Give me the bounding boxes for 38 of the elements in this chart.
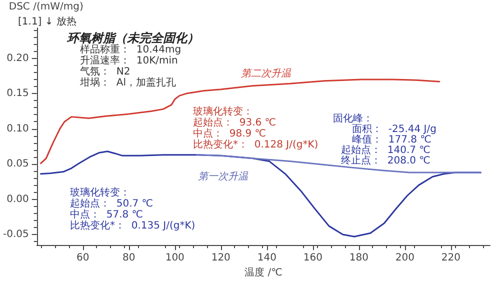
annotation: 固化峰： (333, 112, 373, 124)
annotation: 峰值： 177.8 ℃ (352, 134, 432, 146)
x-tick-label: 180 (349, 252, 368, 264)
y-tick-label: 0.10 (6, 123, 29, 134)
annotation: 第一次升温 (198, 170, 249, 182)
annotation: 样品称重： 10.44mg (80, 44, 182, 56)
y-tick-label: 0.05 (6, 158, 29, 170)
annotation: 起始点： 93.6 ℃ (193, 116, 276, 128)
annotation: 玻璃化转变： (70, 186, 130, 198)
x-tick-label: 220 (441, 252, 460, 264)
annotation: 玻璃化转变： (193, 106, 253, 118)
x-tick-label: 120 (211, 252, 230, 264)
x-axis-title: 温度 /℃ (244, 266, 282, 278)
x-tick-label: 200 (395, 252, 414, 264)
x-tick-label: 160 (303, 252, 322, 264)
y-tick-label: 0.15 (6, 88, 29, 100)
annotation: 起始点： 140.7 ℃ (341, 144, 430, 156)
x-tick-label: 60 (76, 252, 90, 264)
annotation: 中点： 57.8 ℃ (70, 208, 144, 220)
annotation: 坩埚： Al，加盖扎孔 (79, 76, 176, 88)
x-tick-label: 100 (165, 252, 184, 264)
annotation: 比热变化*： 0.135 J/(g*K) (70, 220, 196, 232)
x-tick-label: 80 (122, 252, 136, 264)
y-tick-label: 0.20 (6, 52, 29, 64)
annotation: 气氛： N2 (80, 66, 130, 78)
annotation: 升温速率： 10K/min (80, 54, 178, 66)
y-tick-label: -0.05 (3, 229, 29, 240)
y-tick-label: 0.00 (6, 194, 29, 205)
annotation: 第二次升温 (241, 68, 292, 80)
annotation: 中点： 98.9 ℃ (193, 128, 266, 140)
annotation: 比热变化*： 0.128 J/(g*K) (193, 138, 318, 150)
y-axis-title: DSC /(mW/mg) (8, 2, 84, 12)
annotation: 终止点： 208.0 ℃ (341, 154, 430, 166)
x-tick-label: 140 (257, 252, 276, 264)
annotation: 起始点： 50.7 ℃ (70, 198, 154, 210)
chart-title: 环氧树脂（未完全固化） (66, 31, 199, 45)
annotation: 面积： -25.44 J/g (352, 124, 436, 135)
text: [1.1] ↓ 放热 (18, 16, 76, 28)
